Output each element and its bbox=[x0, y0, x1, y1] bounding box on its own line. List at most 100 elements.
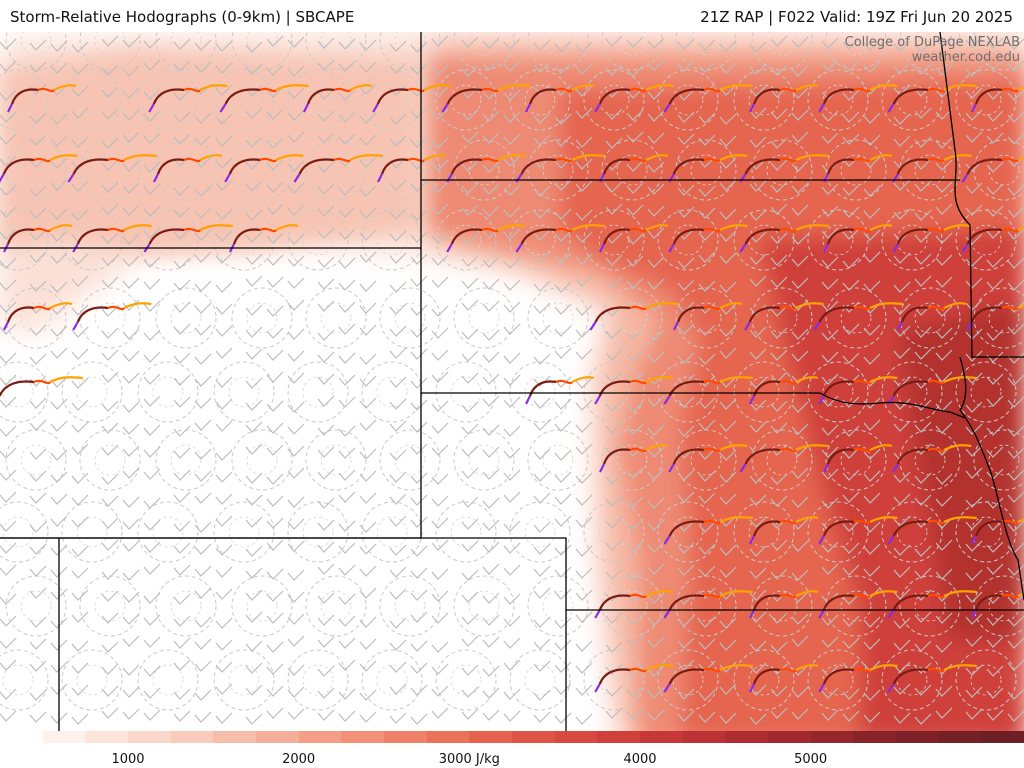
range-ring-inner bbox=[450, 516, 482, 548]
hodograph-segment-high bbox=[349, 154, 383, 161]
wind-barb bbox=[677, 491, 695, 503]
hodograph-segment-mid bbox=[33, 305, 51, 311]
wind-barb bbox=[143, 395, 161, 407]
wind-barb bbox=[986, 132, 1004, 144]
hodograph-segment-low bbox=[148, 228, 185, 245]
hodograph-segment-low bbox=[598, 668, 631, 685]
wind-barb bbox=[893, 252, 911, 264]
range-ring-inner bbox=[2, 84, 34, 116]
wind-barb bbox=[719, 493, 737, 505]
hodograph-segment-low bbox=[224, 88, 261, 105]
colorbar-segment bbox=[213, 731, 257, 743]
wind-barb bbox=[143, 665, 161, 677]
hodograph-segment-low bbox=[76, 228, 109, 245]
hodograph-segment-high bbox=[1017, 226, 1024, 231]
wind-barb bbox=[1007, 710, 1024, 722]
wind-barb bbox=[1007, 352, 1024, 364]
wind-barb bbox=[647, 687, 665, 699]
wind-barb bbox=[677, 133, 695, 145]
wind-barb bbox=[122, 328, 140, 340]
wind-barb bbox=[719, 683, 737, 695]
wind-barb bbox=[698, 711, 716, 723]
wind-barb bbox=[287, 664, 305, 676]
wind-barb bbox=[50, 281, 68, 293]
wind-barb bbox=[791, 160, 809, 172]
wind-barb bbox=[287, 613, 305, 625]
wind-barb bbox=[719, 62, 737, 74]
wind-barb bbox=[359, 711, 377, 723]
wind-barb bbox=[287, 708, 305, 720]
wind-barb bbox=[863, 470, 881, 482]
wind-barb bbox=[101, 707, 119, 719]
wind-barb bbox=[677, 710, 695, 722]
map-panel[interactable]: College of DuPage NEXLAB weather.cod.edu bbox=[0, 32, 1024, 743]
colorbar-segment bbox=[256, 731, 300, 743]
range-ring bbox=[305, 575, 367, 637]
wind-barb bbox=[0, 447, 17, 459]
wind-barb bbox=[719, 40, 737, 52]
range-ring bbox=[61, 501, 123, 563]
wind-barb bbox=[986, 709, 1004, 721]
wind-barb bbox=[503, 425, 521, 437]
wind-barb bbox=[914, 209, 932, 221]
range-ring bbox=[657, 209, 719, 271]
range-ring-inner bbox=[376, 224, 408, 256]
wind-barb bbox=[719, 113, 737, 125]
wind-barb bbox=[503, 396, 521, 408]
wind-barb bbox=[50, 303, 68, 315]
wind-barb bbox=[965, 65, 983, 77]
wind-barb bbox=[287, 686, 305, 698]
wind-barb bbox=[29, 616, 47, 628]
hodograph-segment-mid bbox=[37, 87, 55, 93]
wind-barb bbox=[389, 588, 407, 600]
wind-barb bbox=[791, 569, 809, 581]
range-ring-inner bbox=[246, 154, 278, 186]
range-ring bbox=[287, 209, 349, 271]
wind-barb bbox=[503, 257, 521, 269]
wind-barb bbox=[605, 371, 623, 383]
wind-barb bbox=[626, 540, 644, 552]
wind-barb bbox=[173, 228, 191, 240]
wind-barb bbox=[143, 278, 161, 290]
wind-barb bbox=[245, 326, 263, 338]
wind-barb bbox=[533, 543, 551, 555]
range-ring-inner bbox=[376, 84, 408, 116]
wind-barb bbox=[266, 254, 284, 266]
hodograph-segment-high bbox=[869, 444, 893, 451]
weather-map[interactable] bbox=[0, 32, 1024, 743]
range-ring-inner bbox=[524, 84, 556, 116]
wind-barb bbox=[935, 327, 953, 339]
range-ring-inner bbox=[2, 516, 34, 548]
wind-barb bbox=[575, 662, 593, 674]
wind-barb bbox=[194, 448, 212, 460]
wind-barb bbox=[482, 614, 500, 626]
wind-barb bbox=[287, 328, 305, 340]
hodograph-segment-high bbox=[719, 302, 743, 309]
wind-barb bbox=[338, 688, 356, 700]
hodograph-segment-top bbox=[892, 173, 899, 183]
wind-barb bbox=[461, 328, 479, 340]
wind-barb bbox=[101, 349, 119, 361]
hodograph-segment-top bbox=[961, 243, 969, 253]
range-ring bbox=[881, 649, 943, 711]
wind-barb bbox=[791, 36, 809, 48]
hodograph-segment-mid bbox=[629, 157, 647, 163]
wind-barb bbox=[71, 377, 89, 389]
hodograph bbox=[229, 224, 299, 253]
wind-barb bbox=[122, 569, 140, 581]
wind-barb bbox=[122, 277, 140, 289]
wind-barb bbox=[482, 161, 500, 173]
hodograph-segment-low bbox=[822, 88, 855, 105]
range-ring-inner bbox=[450, 224, 482, 256]
wind-barb bbox=[338, 447, 356, 459]
wind-barb bbox=[245, 640, 263, 652]
wind-barb bbox=[266, 86, 284, 98]
range-ring-inner bbox=[748, 224, 780, 256]
wind-barb bbox=[266, 181, 284, 193]
hodograph-segment-mid bbox=[703, 379, 721, 385]
wind-barb bbox=[821, 132, 839, 144]
wind-barb bbox=[359, 419, 377, 431]
hodograph-segment-low bbox=[6, 228, 35, 245]
wind-barb bbox=[338, 491, 356, 503]
wind-barb bbox=[863, 61, 881, 73]
